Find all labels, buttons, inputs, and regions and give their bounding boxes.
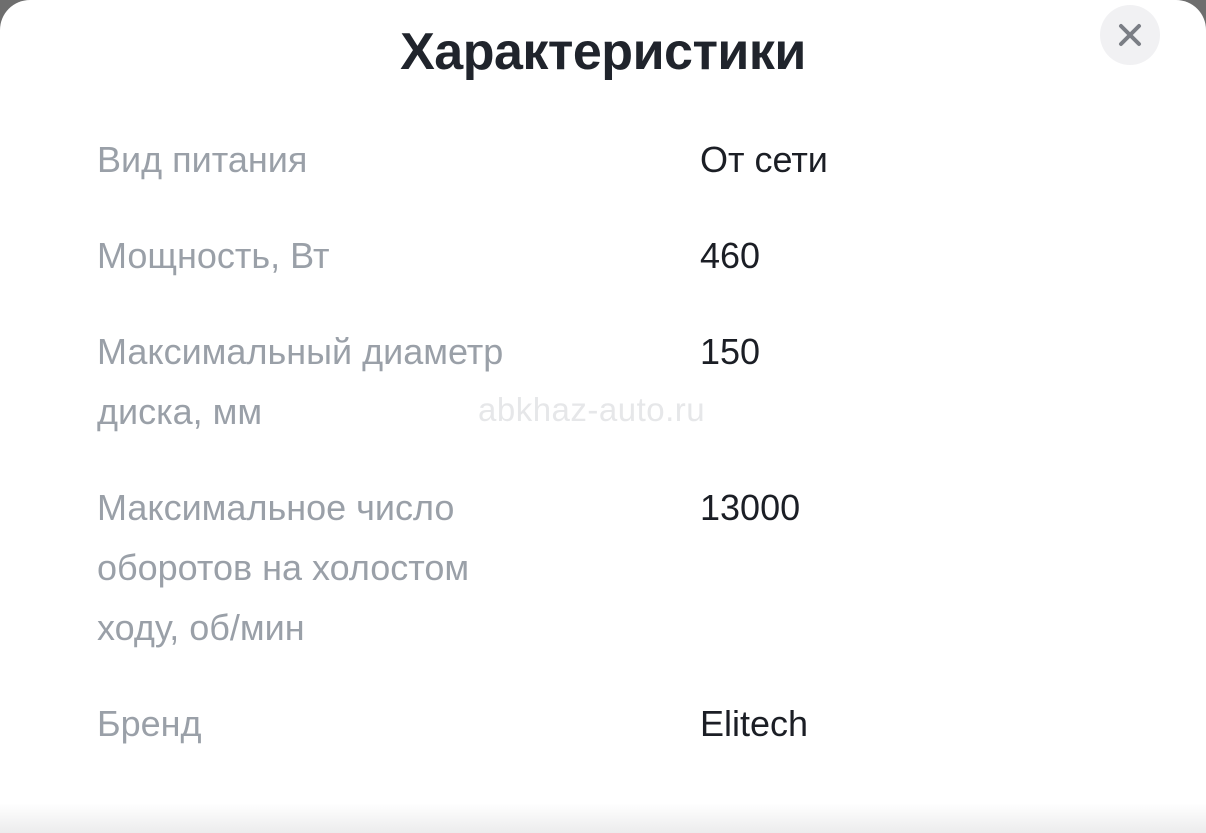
spec-label: Мощность, Вт [97, 235, 330, 276]
spec-value: 13000 [700, 487, 801, 528]
bottom-fade [0, 803, 1206, 833]
close-button[interactable] [1100, 5, 1160, 65]
close-icon [1116, 21, 1144, 49]
spec-row: Вид питания От сети [97, 130, 1206, 190]
spec-label: Вид питания [97, 139, 308, 180]
spec-value: Elitech [700, 703, 809, 744]
spec-value: От сети [700, 139, 828, 180]
spec-list: Вид питания От сети Мощность, Вт 460 Мак… [0, 130, 1206, 754]
modal-title: Характеристики [400, 23, 806, 81]
spec-label: Бренд [97, 703, 202, 744]
spec-label: Максимальный диаметр диска, мм [97, 331, 504, 432]
spec-value: 150 [700, 331, 761, 372]
spec-row: Мощность, Вт 460 [97, 226, 1206, 286]
spec-row: Бренд Elitech [97, 694, 1206, 754]
spec-row: Максимальный диаметр диска, мм 150 [97, 322, 1206, 442]
spec-value: 460 [700, 235, 761, 276]
spec-row: Максимальное число оборотов на холостом … [97, 478, 1206, 658]
spec-label: Максимальное число оборотов на холостом … [97, 487, 470, 648]
